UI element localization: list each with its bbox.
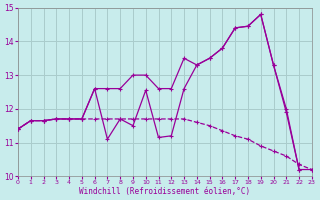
X-axis label: Windchill (Refroidissement éolien,°C): Windchill (Refroidissement éolien,°C) (79, 187, 251, 196)
